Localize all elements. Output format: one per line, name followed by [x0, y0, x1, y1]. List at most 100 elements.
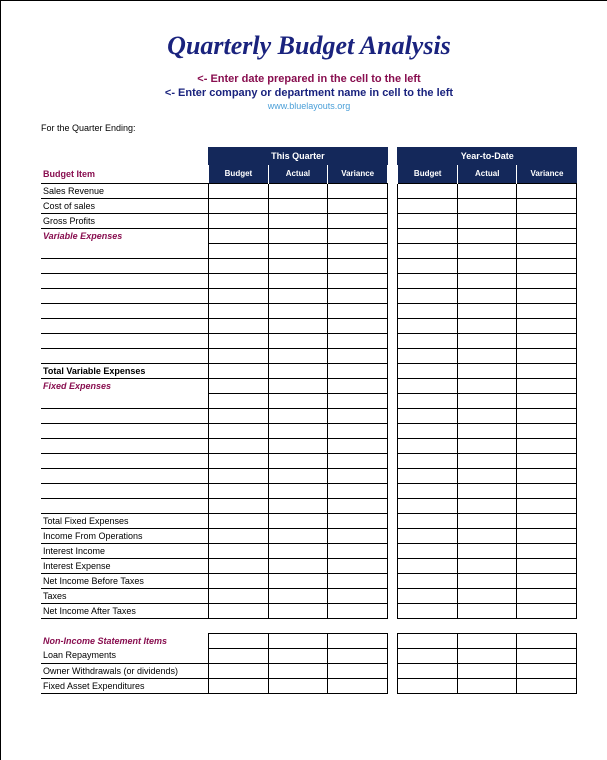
data-cell[interactable]	[268, 453, 327, 468]
data-cell[interactable]	[398, 468, 457, 483]
data-cell[interactable]	[268, 183, 327, 198]
data-cell[interactable]	[457, 633, 516, 648]
data-cell[interactable]	[457, 198, 516, 213]
data-cell[interactable]	[209, 483, 268, 498]
data-cell[interactable]	[457, 513, 516, 528]
data-cell[interactable]	[517, 483, 577, 498]
data-cell[interactable]	[457, 393, 516, 408]
data-cell[interactable]	[268, 588, 327, 603]
data-cell[interactable]	[398, 363, 457, 378]
data-cell[interactable]	[517, 183, 577, 198]
data-cell[interactable]	[517, 378, 577, 393]
data-cell[interactable]	[517, 363, 577, 378]
data-cell[interactable]	[398, 513, 457, 528]
data-cell[interactable]	[328, 318, 387, 333]
data-cell[interactable]	[457, 183, 516, 198]
data-cell[interactable]	[328, 573, 387, 588]
data-cell[interactable]	[268, 678, 327, 693]
data-cell[interactable]	[209, 513, 268, 528]
data-cell[interactable]	[398, 663, 457, 678]
data-cell[interactable]	[268, 288, 327, 303]
data-cell[interactable]	[457, 528, 516, 543]
data-cell[interactable]	[457, 498, 516, 513]
data-cell[interactable]	[398, 498, 457, 513]
data-cell[interactable]	[517, 633, 577, 648]
data-cell[interactable]	[328, 603, 387, 618]
data-cell[interactable]	[328, 213, 387, 228]
data-cell[interactable]	[209, 438, 268, 453]
data-cell[interactable]	[328, 198, 387, 213]
data-cell[interactable]	[209, 183, 268, 198]
data-cell[interactable]	[328, 513, 387, 528]
data-cell[interactable]	[517, 438, 577, 453]
data-cell[interactable]	[268, 363, 327, 378]
data-cell[interactable]	[517, 423, 577, 438]
data-cell[interactable]	[209, 528, 268, 543]
data-cell[interactable]	[268, 603, 327, 618]
data-cell[interactable]	[457, 603, 516, 618]
data-cell[interactable]	[457, 288, 516, 303]
data-cell[interactable]	[209, 363, 268, 378]
data-cell[interactable]	[209, 408, 268, 423]
data-cell[interactable]	[517, 318, 577, 333]
data-cell[interactable]	[457, 408, 516, 423]
data-cell[interactable]	[328, 483, 387, 498]
data-cell[interactable]	[209, 453, 268, 468]
data-cell[interactable]	[457, 228, 516, 243]
data-cell[interactable]	[398, 408, 457, 423]
data-cell[interactable]	[268, 558, 327, 573]
data-cell[interactable]	[328, 258, 387, 273]
data-cell[interactable]	[517, 288, 577, 303]
data-cell[interactable]	[328, 288, 387, 303]
data-cell[interactable]	[398, 438, 457, 453]
data-cell[interactable]	[457, 273, 516, 288]
data-cell[interactable]	[209, 303, 268, 318]
data-cell[interactable]	[398, 198, 457, 213]
data-cell[interactable]	[398, 648, 457, 663]
data-cell[interactable]	[209, 348, 268, 363]
data-cell[interactable]	[517, 198, 577, 213]
data-cell[interactable]	[328, 558, 387, 573]
data-cell[interactable]	[268, 333, 327, 348]
data-cell[interactable]	[268, 273, 327, 288]
data-cell[interactable]	[398, 333, 457, 348]
data-cell[interactable]	[517, 588, 577, 603]
data-cell[interactable]	[517, 243, 577, 258]
data-cell[interactable]	[209, 618, 268, 633]
data-cell[interactable]	[268, 633, 327, 648]
data-cell[interactable]	[268, 393, 327, 408]
data-cell[interactable]	[398, 213, 457, 228]
data-cell[interactable]	[209, 318, 268, 333]
data-cell[interactable]	[517, 528, 577, 543]
data-cell[interactable]	[209, 228, 268, 243]
data-cell[interactable]	[268, 228, 327, 243]
data-cell[interactable]	[457, 678, 516, 693]
data-cell[interactable]	[328, 393, 387, 408]
data-cell[interactable]	[398, 543, 457, 558]
data-cell[interactable]	[209, 663, 268, 678]
data-cell[interactable]	[457, 363, 516, 378]
data-cell[interactable]	[457, 423, 516, 438]
data-cell[interactable]	[268, 408, 327, 423]
data-cell[interactable]	[398, 603, 457, 618]
data-cell[interactable]	[209, 603, 268, 618]
data-cell[interactable]	[328, 228, 387, 243]
data-cell[interactable]	[457, 468, 516, 483]
data-cell[interactable]	[457, 348, 516, 363]
data-cell[interactable]	[328, 348, 387, 363]
data-cell[interactable]	[209, 468, 268, 483]
data-cell[interactable]	[209, 648, 268, 663]
data-cell[interactable]	[457, 453, 516, 468]
data-cell[interactable]	[209, 588, 268, 603]
data-cell[interactable]	[209, 288, 268, 303]
data-cell[interactable]	[328, 423, 387, 438]
data-cell[interactable]	[517, 678, 577, 693]
data-cell[interactable]	[209, 573, 268, 588]
data-cell[interactable]	[517, 558, 577, 573]
data-cell[interactable]	[457, 618, 516, 633]
data-cell[interactable]	[328, 633, 387, 648]
data-cell[interactable]	[517, 303, 577, 318]
data-cell[interactable]	[328, 453, 387, 468]
data-cell[interactable]	[517, 603, 577, 618]
data-cell[interactable]	[328, 243, 387, 258]
